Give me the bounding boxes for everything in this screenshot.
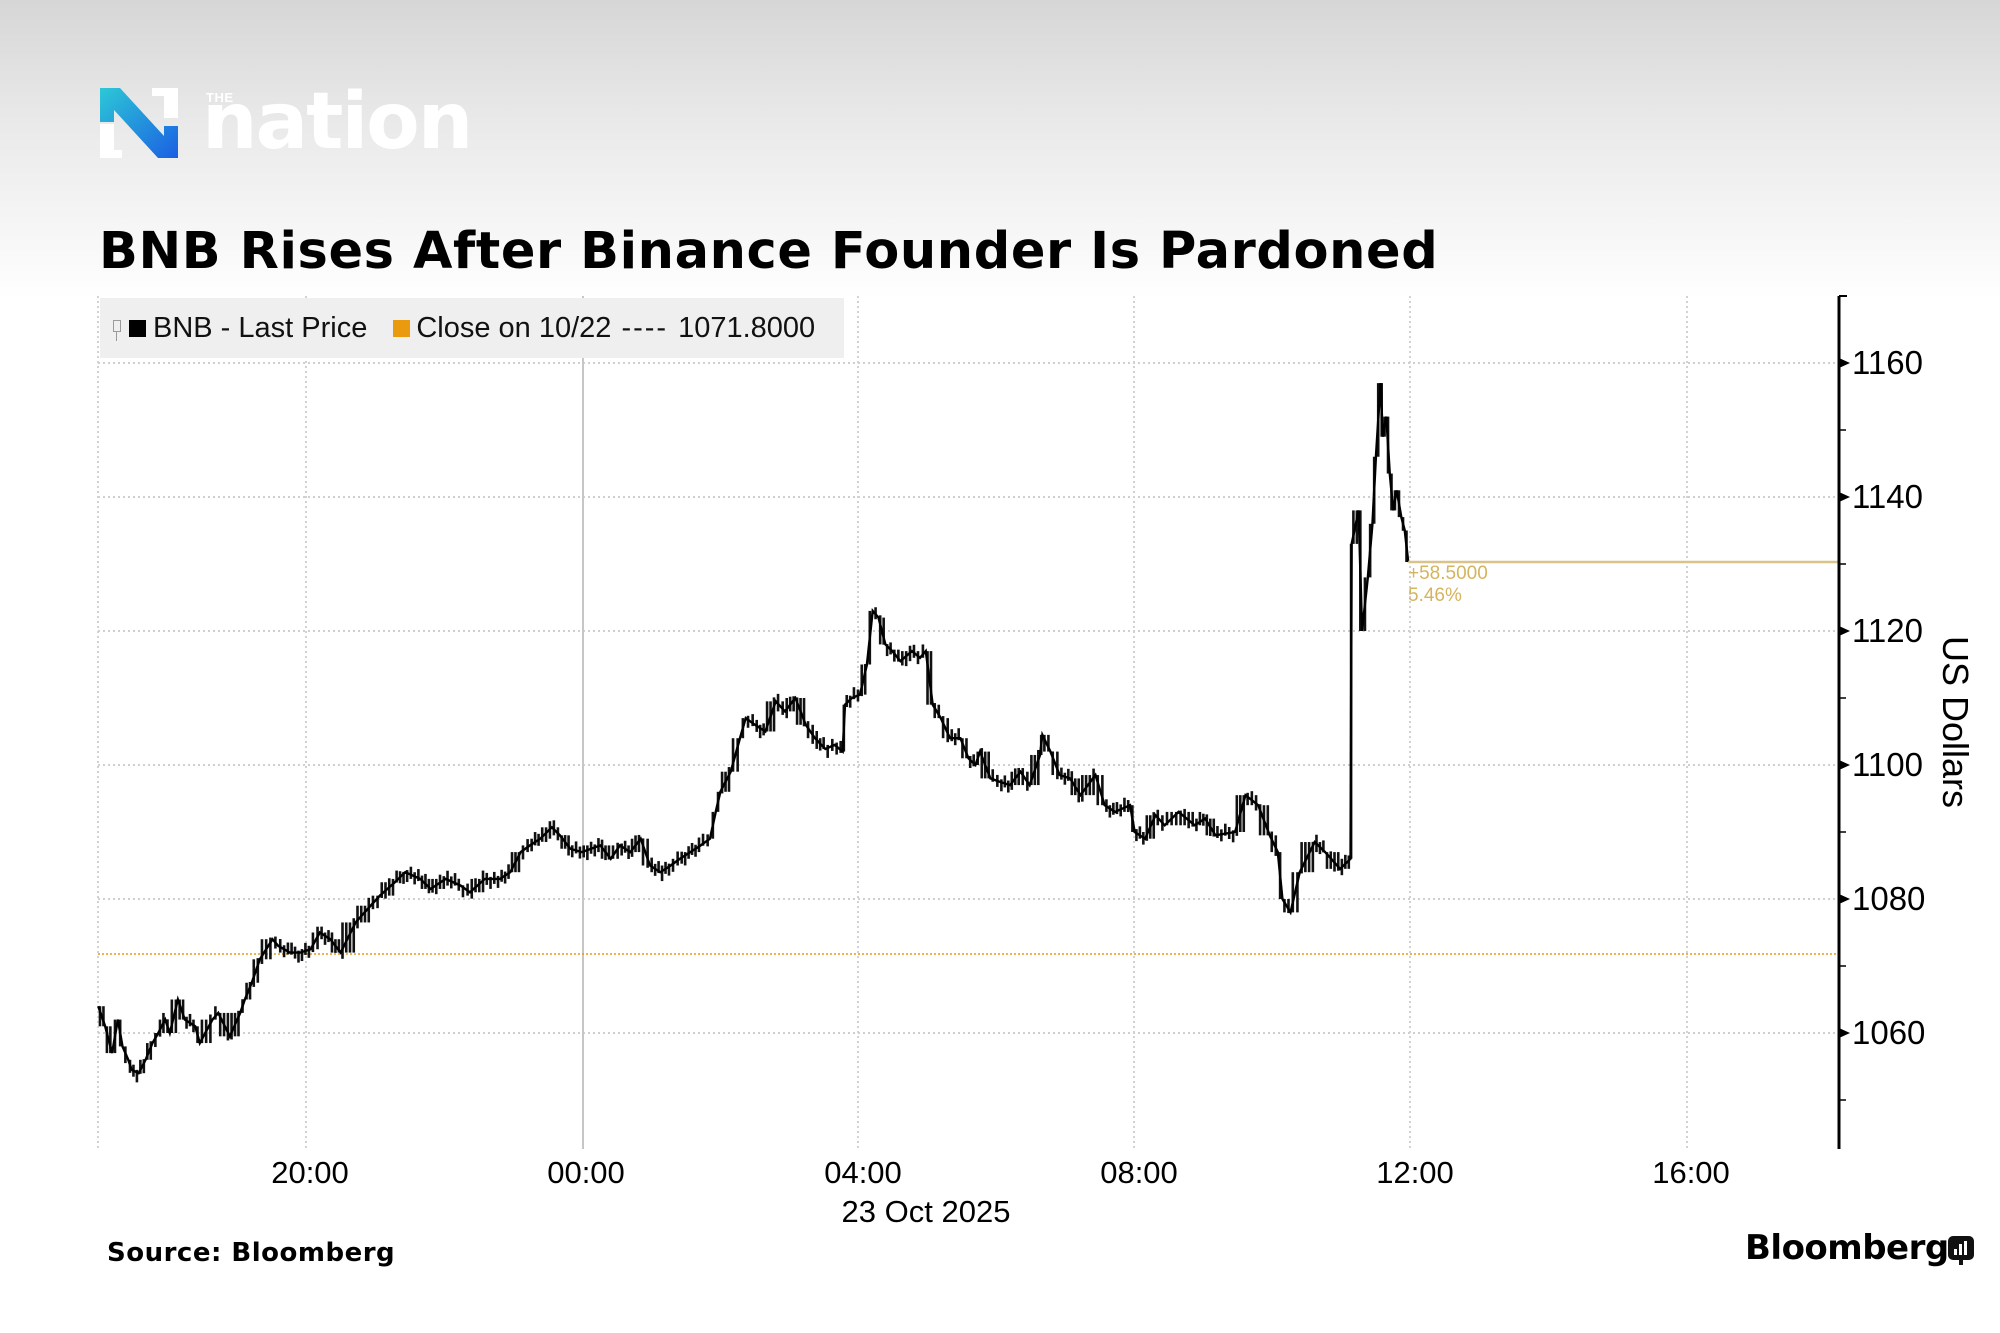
x-tick-label: 20:00: [271, 1155, 349, 1190]
y-tick-label: 1100: [1852, 746, 1923, 783]
y-axis-title: US Dollars: [1935, 635, 1976, 809]
legend-close-label: Close on 10/22: [416, 311, 612, 344]
legend-series-label: BNB - Last Price: [153, 311, 368, 344]
gridlines: [97, 296, 1839, 1149]
x-date-label: 23 Oct 2025: [841, 1194, 1011, 1229]
nation-n-icon: [100, 88, 178, 158]
bloomberg-wordmark: Bloomberg: [1745, 1228, 1949, 1268]
x-tick-label: 04:00: [824, 1155, 902, 1190]
x-tick-label: 12:00: [1376, 1155, 1454, 1190]
legend-drag-handle-icon[interactable]: [113, 320, 121, 341]
y-tick-label: 1080: [1852, 880, 1926, 917]
x-tick-label: 16:00: [1652, 1155, 1730, 1190]
change-pct: 5.46%: [1408, 585, 1462, 606]
legend-close-dashes: ----: [621, 311, 669, 344]
change-abs: +58.5000: [1408, 563, 1488, 584]
y-tick-label: 1120: [1852, 612, 1923, 649]
y-tick-label: 1140: [1852, 478, 1923, 515]
change-annotation: +58.5000 5.46%: [1408, 563, 1488, 607]
y-tick-label: 1160: [1852, 344, 1923, 381]
legend-close-value: 1071.8000: [678, 311, 816, 344]
y-tick-label: 1060: [1852, 1014, 1926, 1051]
x-tick-label: 08:00: [1100, 1155, 1178, 1190]
chart-legend: BNB - Last Price Close on 10/22 ---- 107…: [100, 298, 844, 358]
source-note: Source: Bloomberg: [107, 1238, 396, 1268]
logo-wordmark: nation: [202, 77, 473, 167]
bnb-price-series: [97, 383, 1839, 1083]
y-axis-line: [1837, 295, 1850, 1149]
logo-the-text: THE: [206, 90, 234, 105]
legend-swatch-black-icon: [129, 319, 146, 337]
legend-swatch-orange-icon: [393, 319, 411, 337]
x-tick-label: 00:00: [547, 1155, 625, 1190]
chart-title: BNB Rises After Binance Founder Is Pardo…: [99, 222, 1439, 281]
bloomberg-chart-icon: [1948, 1236, 1974, 1265]
the-nation-logo: THE nation: [100, 82, 473, 162]
